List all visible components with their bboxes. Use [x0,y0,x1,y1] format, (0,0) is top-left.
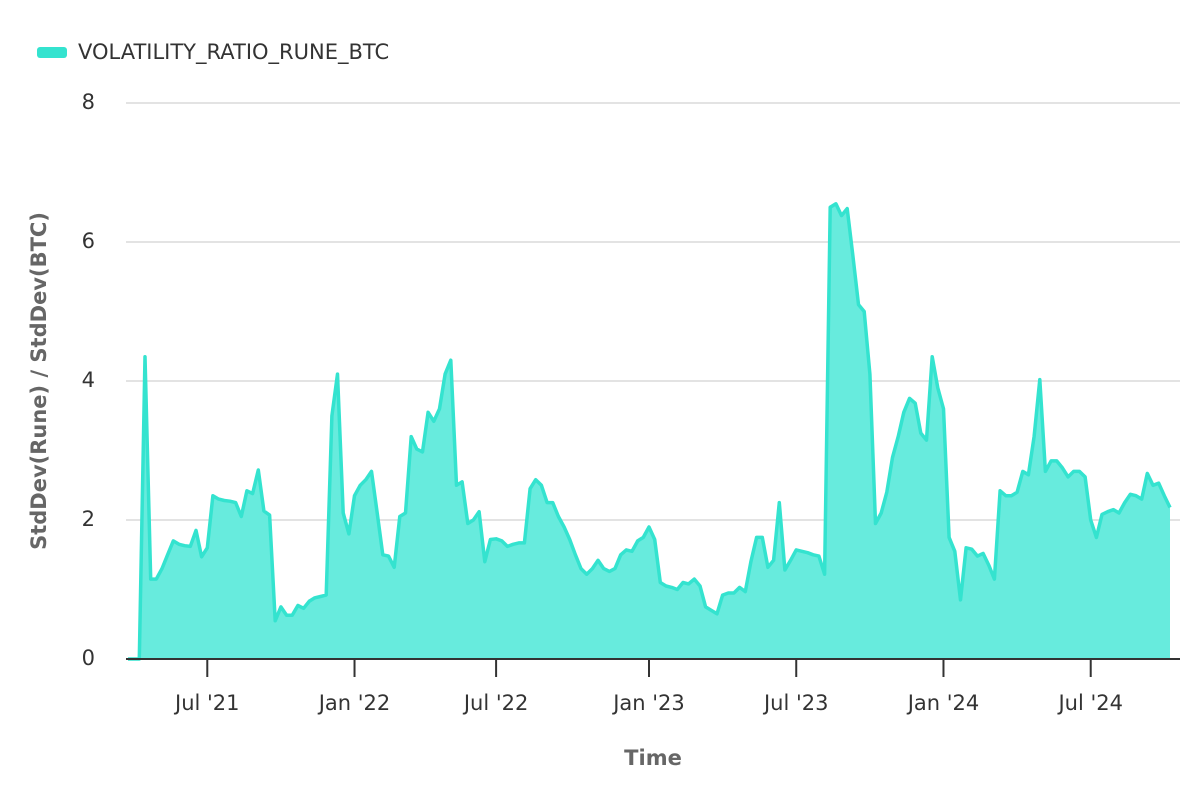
legend-label: VOLATILITY_RATIO_RUNE_BTC [78,40,389,65]
area [128,203,1170,660]
x-tick-label: Jul '21 [173,691,240,715]
y-tick-label: 2 [82,507,95,531]
x-tick-label: Jul '24 [1056,691,1123,715]
x-tick-label: Jan '23 [611,691,685,715]
legend-swatch [37,47,67,58]
y-tick-label: 4 [82,368,95,392]
y-tick-label: 0 [82,646,95,670]
x-tick-label: Jul '23 [762,691,829,715]
x-tick-label: Jan '22 [317,691,391,715]
line [128,202,1172,661]
y-axis-label: StdDev(Rune) / StdDev(BTC) [27,212,51,550]
y-tick-label: 6 [82,229,95,253]
x-axis-label: Time [624,746,682,770]
y-tick-label: 8 [82,90,95,114]
x-tick-label: Jan '24 [906,691,980,715]
x-tick-label: Jul '22 [462,691,529,715]
